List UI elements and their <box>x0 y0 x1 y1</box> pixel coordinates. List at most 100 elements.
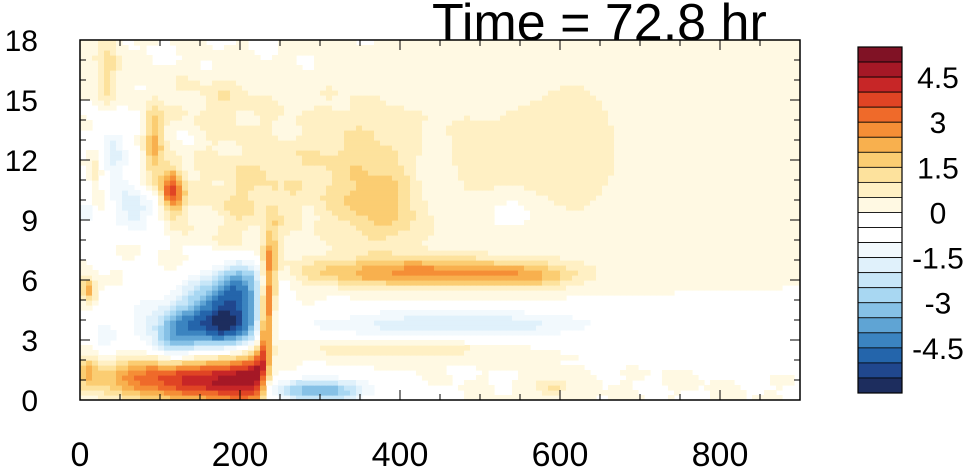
heatmap-cell <box>524 195 531 201</box>
heatmap-cell <box>716 195 723 201</box>
heatmap-cell <box>206 370 213 376</box>
heatmap-cell <box>632 240 639 246</box>
heatmap-cell <box>290 255 297 261</box>
heatmap-cell <box>188 165 195 171</box>
heatmap-cell <box>416 140 423 146</box>
heatmap-cell <box>530 235 537 241</box>
heatmap-cell <box>578 160 585 166</box>
heatmap-cell <box>260 150 267 156</box>
heatmap-cell <box>194 130 201 136</box>
heatmap-cell <box>332 130 339 136</box>
heatmap-cell <box>170 365 177 371</box>
heatmap-cell <box>572 130 579 136</box>
heatmap-cell <box>380 250 387 256</box>
heatmap-cell <box>242 335 249 341</box>
heatmap-cell <box>356 315 363 321</box>
heatmap-cell <box>596 260 603 266</box>
heatmap-cell <box>422 200 429 206</box>
heatmap-cell <box>380 340 387 346</box>
heatmap-cell <box>410 200 417 206</box>
heatmap-cell <box>176 320 183 326</box>
heatmap-cell <box>644 285 651 291</box>
heatmap-cell <box>128 205 135 211</box>
heatmap-cell <box>308 275 315 281</box>
heatmap-cell <box>458 220 465 226</box>
heatmap-cell <box>284 125 291 131</box>
heatmap-cell <box>638 290 645 296</box>
heatmap-cell <box>452 165 459 171</box>
heatmap-cell <box>482 330 489 336</box>
heatmap-cell <box>602 215 609 221</box>
heatmap-cell <box>386 165 393 171</box>
heatmap-cell <box>488 350 495 356</box>
heatmap-cell <box>254 305 261 311</box>
heatmap-cell <box>368 330 375 336</box>
heatmap-cell <box>680 370 687 376</box>
heatmap-cell <box>212 365 219 371</box>
heatmap-cell <box>218 390 225 396</box>
heatmap-cell <box>218 210 225 216</box>
heatmap-cell <box>626 260 633 266</box>
heatmap-cell <box>368 315 375 321</box>
heatmap-cell <box>482 375 489 381</box>
heatmap-cell <box>266 315 273 321</box>
heatmap-cell <box>566 135 573 141</box>
heatmap-cell <box>278 135 285 141</box>
heatmap-cell <box>320 280 327 286</box>
heatmap-cell <box>242 295 249 301</box>
heatmap-cell <box>272 295 279 301</box>
heatmap-cell <box>746 270 753 276</box>
heatmap-cell <box>608 190 615 196</box>
heatmap-cell <box>542 210 549 216</box>
heatmap-cell <box>572 275 579 281</box>
heatmap-cell <box>626 190 633 196</box>
heatmap-cell <box>146 310 153 316</box>
heatmap-cell <box>788 255 795 261</box>
heatmap-cell <box>752 240 759 246</box>
heatmap-cell <box>500 135 507 141</box>
heatmap-cell <box>368 350 375 356</box>
heatmap-cell <box>542 170 549 176</box>
heatmap-cell <box>578 200 585 206</box>
heatmap-cell <box>470 195 477 201</box>
heatmap-cell <box>530 145 537 151</box>
heatmap-cell <box>140 395 147 400</box>
heatmap-cell <box>440 195 447 201</box>
heatmap-cell <box>548 205 555 211</box>
heatmap-cell <box>596 385 603 391</box>
heatmap-cell <box>368 245 375 251</box>
heatmap-cell <box>644 265 651 271</box>
heatmap-cell <box>506 160 513 166</box>
heatmap-cell <box>164 265 171 271</box>
heatmap-cell <box>272 385 279 391</box>
heatmap-cell <box>140 130 147 136</box>
heatmap-cell <box>248 140 255 146</box>
heatmap-cell <box>668 260 675 266</box>
heatmap-cell <box>482 135 489 141</box>
heatmap-cell <box>644 185 651 191</box>
heatmap-cell <box>650 240 657 246</box>
heatmap-cell <box>470 235 477 241</box>
heatmap-cell <box>542 370 549 376</box>
heatmap-cell <box>596 245 603 251</box>
heatmap-cell <box>230 210 237 216</box>
heatmap-cell <box>440 365 447 371</box>
heatmap-cell <box>776 375 783 381</box>
heatmap-cell <box>536 260 543 266</box>
heatmap-cell <box>734 185 741 191</box>
heatmap-cell <box>248 165 255 171</box>
heatmap-cell <box>230 240 237 246</box>
heatmap-cell <box>182 315 189 321</box>
heatmap-cell <box>518 285 525 291</box>
heatmap-cell <box>614 170 621 176</box>
heatmap-cell <box>110 355 117 361</box>
heatmap-cell <box>524 250 531 256</box>
heatmap-cell <box>512 160 519 166</box>
heatmap-cell <box>704 175 711 181</box>
heatmap-cell <box>740 175 747 181</box>
heatmap-cell <box>500 175 507 181</box>
heatmap-cell <box>350 355 357 361</box>
heatmap-cell <box>134 245 141 251</box>
heatmap-cell <box>770 130 777 136</box>
heatmap-cell <box>740 170 747 176</box>
